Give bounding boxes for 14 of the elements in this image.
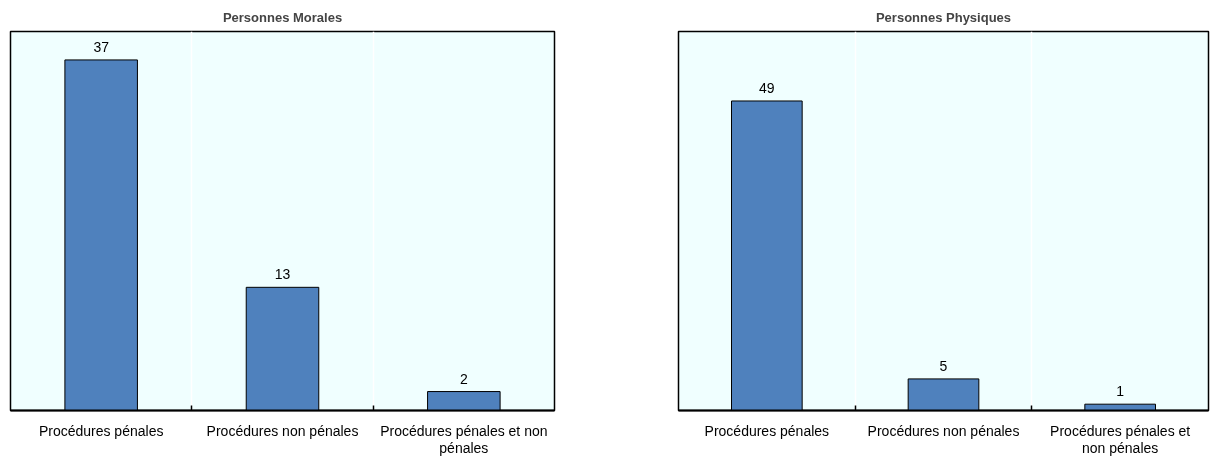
x-tick-label: Procédures non pénales (206, 422, 359, 439)
data-label: 5 (939, 357, 948, 374)
chart-title: Personnes Morales (222, 9, 343, 25)
data-label: 1 (1116, 383, 1125, 400)
x-tick-label: Procédures pénales (38, 422, 164, 439)
data-label: 13 (274, 266, 291, 283)
chart-title: Personnes Physiques (875, 9, 1012, 25)
x-tick-label: Procédures pénales et non pénales (380, 422, 548, 457)
data-label: 49 (759, 79, 775, 96)
x-tick-label: Procédures pénales et non pénales (1050, 422, 1191, 457)
x-tick-label: Procédures pénales (704, 422, 830, 439)
x-tick-label: Procédures non pénales (867, 422, 1020, 439)
data-label: 2 (459, 370, 468, 387)
data-label: 37 (93, 38, 110, 55)
